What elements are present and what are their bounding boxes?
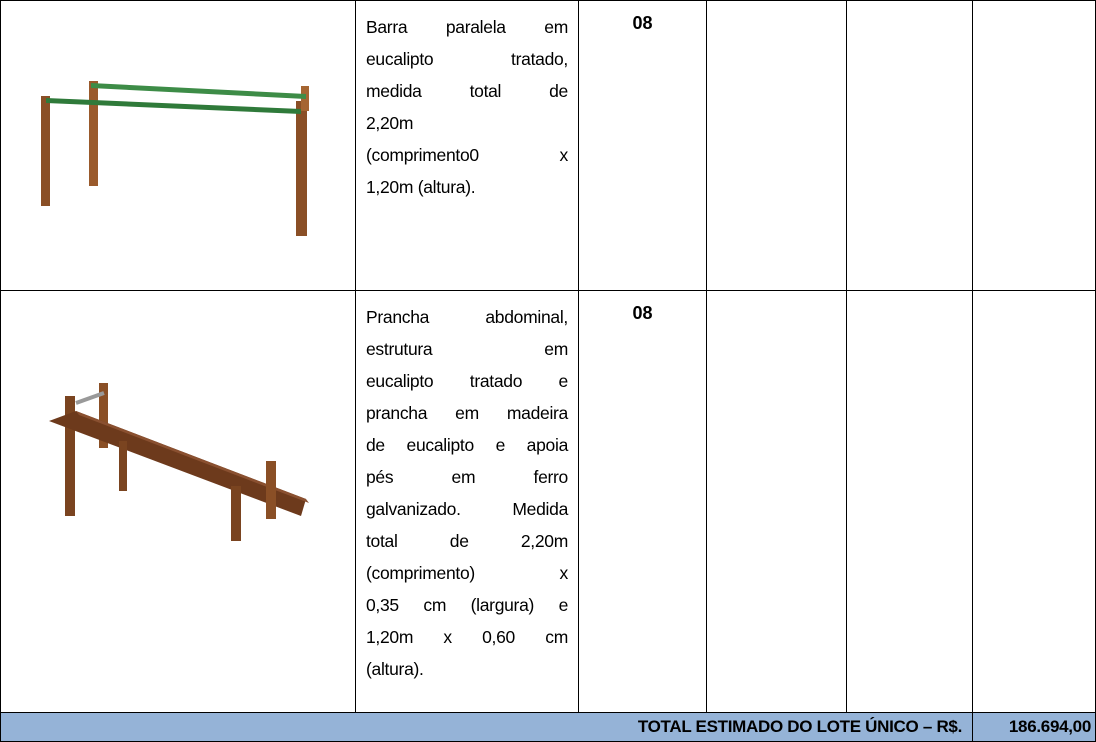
quantity: 08: [578, 0, 707, 291]
description-line: eucalipto tratado e: [366, 371, 568, 391]
description-line: (comprimento) x: [366, 563, 568, 583]
description-line: eucalipto tratado,: [366, 49, 568, 69]
empty-cell: [706, 290, 847, 713]
description-line: Barra paralela em: [366, 17, 568, 37]
description-line: medida total de: [366, 81, 568, 101]
description-line: (altura).: [366, 659, 424, 679]
description-line: Prancha abdominal,: [366, 307, 568, 327]
description-line: 2,20m: [366, 113, 414, 133]
parallel-bar-image: [41, 81, 309, 236]
description-line: 0,35 cm (largura) e: [366, 595, 568, 615]
description-line: 1,20m (altura).: [366, 177, 476, 197]
description-line: total de 2,20m: [366, 531, 568, 551]
quantity: 08: [578, 290, 707, 713]
description-line: prancha em madeira: [366, 403, 568, 423]
description-line: 1,20m x 0,60 cm: [366, 627, 568, 647]
description-line: pés em ferro: [366, 467, 568, 487]
empty-cell: [846, 0, 973, 291]
abdominal-board-image: [49, 383, 309, 541]
description-line: de eucalipto e apoia: [366, 435, 568, 455]
description-line: galvanizado. Medida: [366, 499, 568, 519]
description-line: estrutura em: [366, 339, 568, 359]
image-cell: [0, 290, 356, 713]
empty-cell: [706, 0, 847, 291]
total-value: 186.694,00: [972, 712, 1096, 742]
description-cell: Barra paralela em eucalipto tratado, medid…: [355, 0, 579, 291]
empty-cell: [846, 290, 973, 713]
description-cell: Prancha abdominal, estrutura em eucalipto …: [355, 290, 579, 713]
image-cell: [0, 0, 356, 291]
empty-cell: [972, 0, 1096, 291]
description-line: (comprimento0 x: [366, 145, 568, 165]
empty-cell: [972, 290, 1096, 713]
total-label: TOTAL ESTIMADO DO LOTE ÚNICO – R$.: [0, 712, 973, 742]
